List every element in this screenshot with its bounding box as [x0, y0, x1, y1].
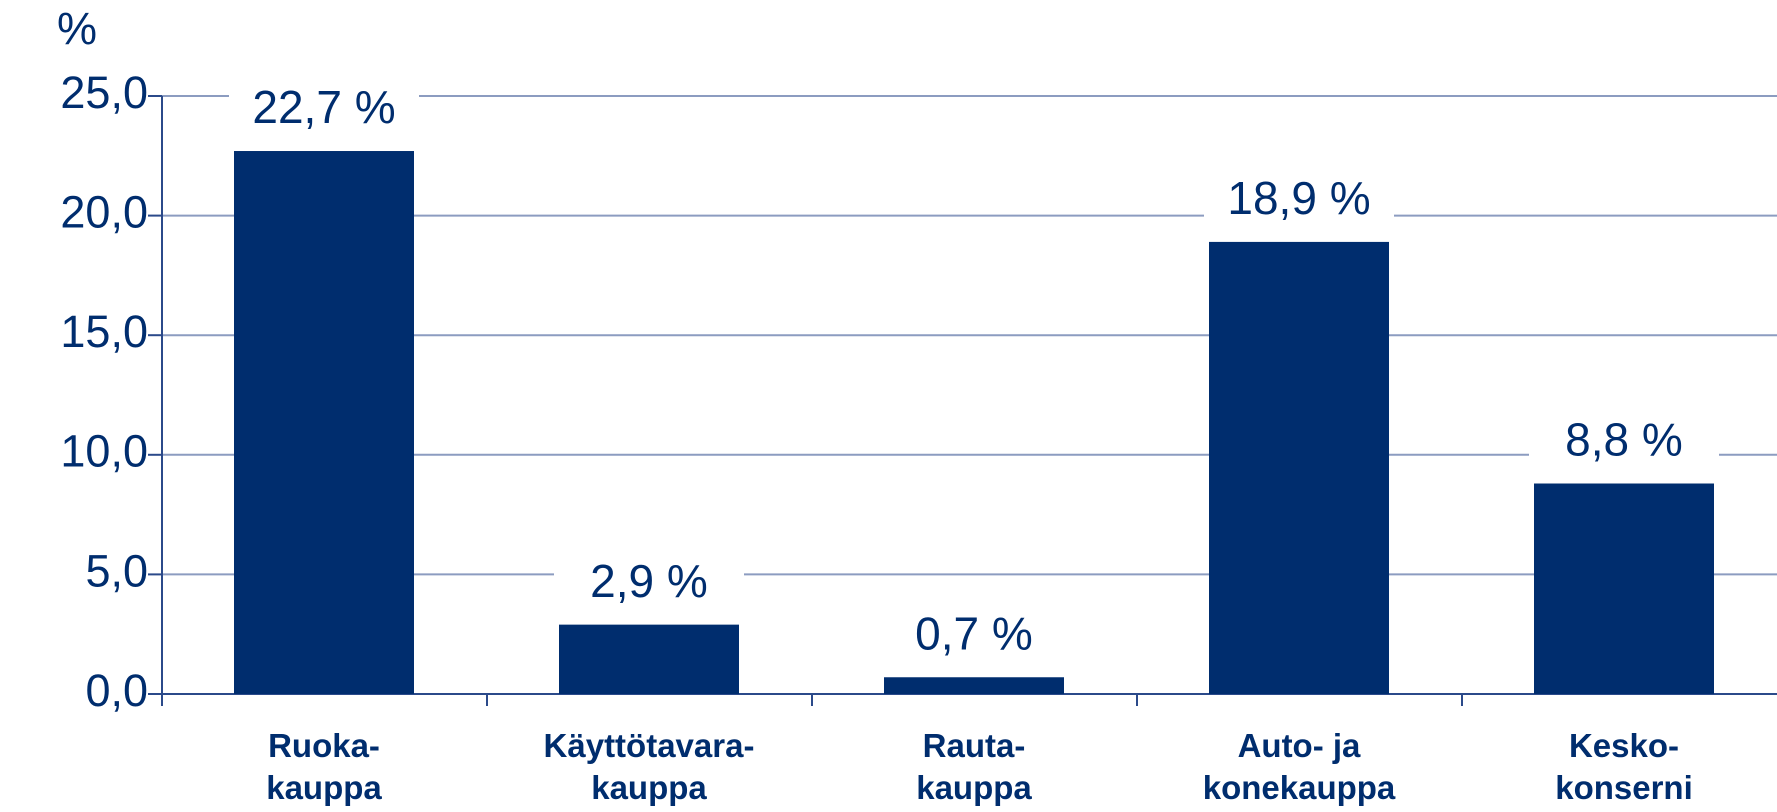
y-tick-label: 15,0	[60, 306, 148, 357]
bar	[1534, 483, 1714, 694]
x-tick-label: Auto- ja konekauppa	[1203, 727, 1396, 806]
bar	[234, 151, 414, 695]
y-tick-label: 5,0	[85, 545, 148, 596]
value-label-bg	[1204, 173, 1394, 230]
x-tick-label: Kesko-konserni	[1555, 727, 1693, 806]
value-label-bg	[1529, 415, 1719, 472]
value-label: 18,9 %	[1227, 172, 1370, 224]
x-tick-label: Käyttötavara-kauppa	[544, 727, 755, 806]
x-tick-label: Rauta-kauppa	[916, 727, 1032, 806]
y-axis-label: %	[57, 3, 97, 54]
value-label: 8,8 %	[1565, 414, 1683, 466]
bar	[884, 677, 1064, 694]
value-label: 2,9 %	[590, 555, 708, 607]
y-tick-label: 10,0	[60, 426, 148, 477]
value-label: 22,7 %	[252, 81, 395, 133]
value-label-bg	[879, 609, 1069, 666]
y-tick-label: 20,0	[60, 186, 148, 237]
bar	[559, 624, 739, 694]
value-label-bg	[229, 83, 419, 140]
x-tick-label: Ruoka-kauppa	[266, 727, 382, 806]
value-label-bg	[554, 556, 744, 613]
bar	[1209, 241, 1389, 695]
y-tick-label: 25,0	[60, 67, 148, 118]
y-tick-label: 0,0	[85, 665, 148, 716]
value-label: 0,7 %	[915, 607, 1033, 659]
